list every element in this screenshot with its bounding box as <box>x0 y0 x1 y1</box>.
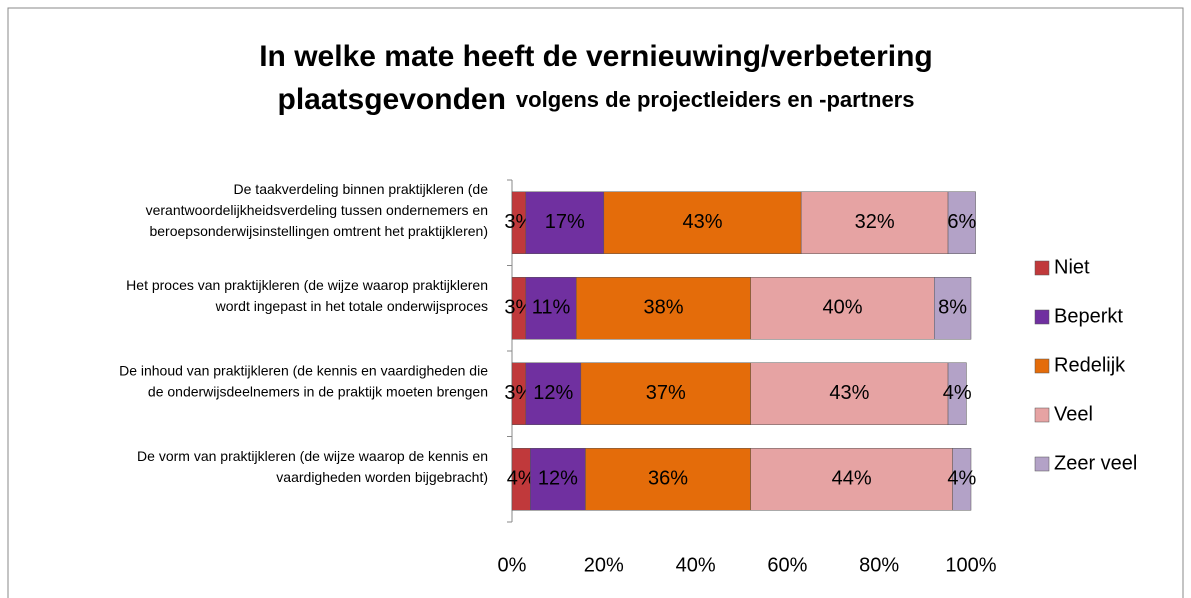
y-tick-label: Het proces van praktijkleren (de wijze w… <box>126 276 488 313</box>
bar-segment <box>525 277 577 340</box>
chart-title: In welke mate heeft de vernieuwing/verbe… <box>259 40 933 73</box>
legend-swatch <box>1034 456 1050 472</box>
data-label: 17% <box>545 211 585 233</box>
bar-segment <box>750 448 953 511</box>
data-label: 40% <box>822 297 862 319</box>
data-label: 8% <box>938 297 967 319</box>
bar-segment <box>525 191 605 254</box>
bar-segment <box>750 277 935 340</box>
bar-segment <box>576 277 751 340</box>
bar-segment <box>800 191 949 254</box>
legend-label: Redelijk <box>1054 354 1126 376</box>
bar-segment <box>603 191 802 254</box>
data-label: 4% <box>943 382 972 404</box>
label-line: verantwoordelijkheidsverdeling tussen on… <box>146 201 488 217</box>
data-label: 43% <box>682 211 722 233</box>
legend-swatch <box>1034 358 1050 374</box>
legend-label: Beperkt <box>1054 305 1123 327</box>
bar-segment <box>580 362 751 425</box>
data-label: 12% <box>538 468 578 490</box>
x-tick-label: 80% <box>859 554 899 576</box>
data-label: 37% <box>646 382 686 404</box>
label-line: De inhoud van praktijkleren (de kennis e… <box>119 362 488 378</box>
data-label: 32% <box>855 211 895 233</box>
x-tick-label: 40% <box>676 554 716 576</box>
bar-segment <box>525 362 582 425</box>
bar-segment <box>947 362 967 425</box>
label-line: beroepsonderwijsinstellingen omtrent het… <box>149 222 488 238</box>
chart-title-line: plaatsgevonden volgens de projectleiders … <box>278 83 915 116</box>
data-label: 12% <box>533 382 573 404</box>
x-tick-label: 60% <box>767 554 807 576</box>
y-tick-label: De taakverdeling binnen praktijkleren (d… <box>146 180 489 238</box>
data-label: 6% <box>947 211 976 233</box>
x-tick-label: 20% <box>584 554 624 576</box>
label-line: Het proces van praktijkleren (de wijze w… <box>126 276 488 292</box>
bar-segment <box>585 448 751 511</box>
data-label: 4% <box>947 468 976 490</box>
bar-segment <box>947 191 976 254</box>
bar-segment <box>750 362 949 425</box>
y-tick-label: De inhoud van praktijkleren (de kennis e… <box>119 362 488 399</box>
x-tick-label: 100% <box>945 554 996 576</box>
chart-subtitle: volgens de projectleiders en -partners <box>516 87 915 112</box>
y-tick-label: De vorm van praktijkleren (de wijze waar… <box>137 447 488 484</box>
label-line: wordt ingepast in het totale onderwijspr… <box>215 297 488 313</box>
title-part: plaatsgevonden <box>278 83 506 116</box>
legend-label: Zeer veel <box>1054 452 1137 474</box>
data-label: 4% <box>507 468 536 490</box>
label-line: vaardigheden worden bijgebracht) <box>276 468 488 484</box>
data-label: 11% <box>532 297 571 319</box>
bar-segment <box>952 448 972 511</box>
label-line: De vorm van praktijkleren (de wijze waar… <box>137 447 488 463</box>
legend-swatch <box>1034 260 1050 276</box>
legend-swatch <box>1034 309 1050 325</box>
legend-label: Niet <box>1054 256 1090 278</box>
data-label: 43% <box>829 382 869 404</box>
bar-segment <box>934 277 972 340</box>
bar-segment <box>530 448 586 511</box>
x-tick-label: 0% <box>498 554 527 576</box>
data-label: 36% <box>648 468 688 490</box>
legend-label: Veel <box>1054 403 1093 425</box>
data-label: 44% <box>832 468 872 490</box>
data-label: 38% <box>643 297 683 319</box>
legend-swatch <box>1034 407 1050 423</box>
label-line: De taakverdeling binnen praktijkleren (d… <box>234 180 489 196</box>
label-line: de onderwijsdeelnemers in de praktijk mo… <box>148 383 488 399</box>
